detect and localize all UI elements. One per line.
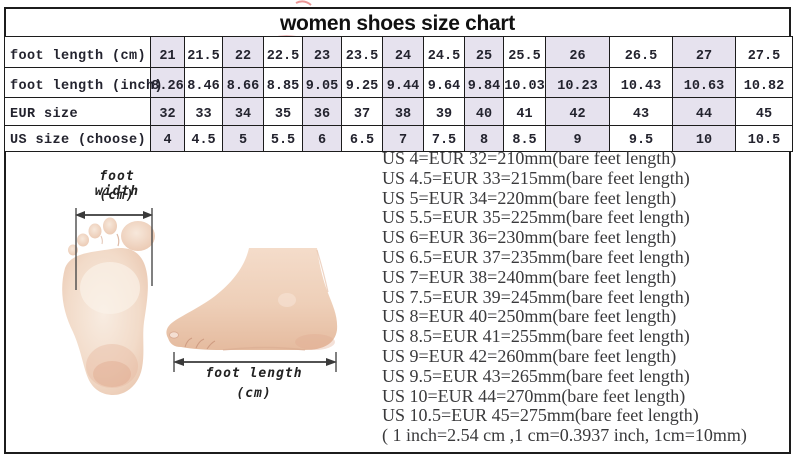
size-cell: 9.05	[302, 67, 342, 98]
size-cell: 22.5	[263, 36, 303, 68]
size-cell: 26	[545, 36, 610, 68]
table-row: foot length (cm) 21 21.5 22 22.5 23 23.5 24 24.5…	[4, 36, 793, 68]
conversion-line: ( 1 inch=2.54 cm ,1 cm=0.3937 inch, 1cm=…	[382, 425, 747, 446]
size-cell: 10.23	[545, 67, 610, 98]
foot-sole-illustration	[62, 217, 155, 395]
size-cell: 32	[150, 97, 185, 126]
foot-side-illustration	[166, 248, 338, 351]
conversion-line: US 8.5=EUR 41=255mm(bare feet length)	[382, 326, 690, 347]
size-cell: 4	[150, 125, 185, 152]
size-cell: 8	[464, 125, 504, 152]
size-conversion-table: foot length (cm) 21 21.5 22 22.5 23 23.5 24 24.5…	[4, 36, 793, 152]
size-cell: 44	[672, 97, 736, 126]
foot-width-arrow	[75, 208, 153, 290]
conversion-line: US 6=EUR 36=230mm(bare feet length)	[382, 227, 677, 248]
conversion-line: US 8=EUR 40=250mm(bare feet length)	[382, 306, 677, 327]
size-table-body: foot length (cm) 21 21.5 22 22.5 23 23.5 24 24.5…	[4, 36, 793, 152]
size-cell: 4.5	[184, 125, 223, 152]
row-label: US size (choose)	[4, 125, 151, 152]
size-cell: 38	[382, 97, 424, 126]
conversion-line: US 9.5=EUR 43=265mm(bare feet length)	[382, 365, 690, 386]
size-cell: 23	[302, 36, 342, 68]
conversion-line: US 10=EUR 44=270mm(bare feet length)	[382, 385, 686, 406]
size-cell: 21	[150, 36, 185, 68]
size-cell: 9.5	[609, 125, 673, 152]
size-cell: 42	[545, 97, 610, 126]
conversion-line: US 5=EUR 34=220mm(bare feet length)	[382, 187, 677, 208]
size-cell: 9.64	[423, 67, 465, 98]
size-cell: 9	[545, 125, 610, 152]
size-cell: 8.66	[222, 67, 264, 98]
size-cell: 7.5	[423, 125, 465, 152]
size-cell: 10.5	[735, 125, 793, 152]
size-cell: 5.5	[263, 125, 303, 152]
size-cell: 21.5	[184, 36, 223, 68]
size-cell: 23.5	[341, 36, 383, 68]
conversion-line: US 7.5=EUR 39=245mm(bare feet length)	[382, 286, 690, 307]
size-cell: 9.44	[382, 67, 424, 98]
size-cell: 37	[341, 97, 383, 126]
size-cell: 8.5	[503, 125, 546, 152]
conversion-line: US 9=EUR 42=260mm(bare feet length)	[382, 345, 677, 366]
size-cell: 45	[735, 97, 793, 126]
size-cell: 43	[609, 97, 673, 126]
size-cell: 10.82	[735, 67, 793, 98]
size-cell: 34	[222, 97, 264, 126]
conversion-line: US 10.5=EUR 45=275mm(bare feet length)	[382, 405, 699, 426]
size-cell: 35	[263, 97, 303, 126]
conversion-list: US 4=EUR 32=210mm(bare feet length) US 4.…	[382, 148, 747, 446]
title-bar: women shoes size chart	[4, 7, 791, 40]
size-cell: 24.5	[423, 36, 465, 68]
size-cell: 6.5	[341, 125, 383, 152]
size-cell: 25.5	[503, 36, 546, 68]
size-cell: 9.84	[464, 67, 504, 98]
size-cell: 6	[302, 125, 342, 152]
row-label: foot length (cm)	[4, 36, 151, 68]
size-cell: 8.46	[184, 67, 223, 98]
size-cell: 22	[222, 36, 264, 68]
size-cell: 24	[382, 36, 424, 68]
conversion-line: US 4=EUR 32=210mm(bare feet length)	[382, 148, 677, 168]
conversion-line: US 6.5=EUR 37=235mm(bare feet length)	[382, 246, 690, 267]
foot-width-label: foot width	[94, 169, 140, 199]
size-cell: 8.85	[263, 67, 303, 98]
size-cell: 9.25	[341, 67, 383, 98]
foot-width-unit: (cm)	[99, 188, 135, 203]
size-cell: 25	[464, 36, 504, 68]
conversion-line: US 7=EUR 38=240mm(bare feet length)	[382, 266, 677, 287]
size-cell: 36	[302, 97, 342, 126]
size-cell: 10	[672, 125, 736, 152]
row-label: EUR size	[4, 97, 151, 126]
size-cell: 40	[464, 97, 504, 126]
table-row: foot length (inch) 8.26 8.46 8.66 8.85 9.05 9.…	[4, 67, 793, 98]
size-cell: 10.43	[609, 67, 673, 98]
size-cell: 26.5	[609, 36, 673, 68]
size-cell: 7	[382, 125, 424, 152]
table-row: US size (choose) 4 4.5 5 5.5 6 6.5 7 7.5 8 8.5 9 9.5…	[4, 125, 793, 152]
table-row: EUR size 32 33 34 35 36 37 38 39 40 41 42 43 44 45	[4, 97, 793, 126]
size-cell: 39	[423, 97, 465, 126]
size-cell: 33	[184, 97, 223, 126]
size-cell: 27	[672, 36, 736, 68]
size-cell: 5	[222, 125, 264, 152]
foot-length-label: foot length	[205, 366, 303, 381]
page-title: women shoes size chart	[280, 11, 515, 35]
foot-length-unit: (cm)	[236, 386, 272, 401]
size-cell: 8.26	[150, 67, 185, 98]
row-label: foot length (inch)	[4, 67, 163, 98]
size-cell: 10.03	[503, 67, 546, 98]
size-cell: 27.5	[735, 36, 793, 68]
conversion-line: US 4.5=EUR 33=215mm(bare feet length)	[382, 167, 690, 188]
conversion-line: US 5.5=EUR 35=225mm(bare feet length)	[382, 207, 690, 228]
size-cell: 41	[503, 97, 546, 126]
foot-length-arrow	[173, 352, 337, 372]
size-cell: 10.63	[672, 67, 736, 98]
